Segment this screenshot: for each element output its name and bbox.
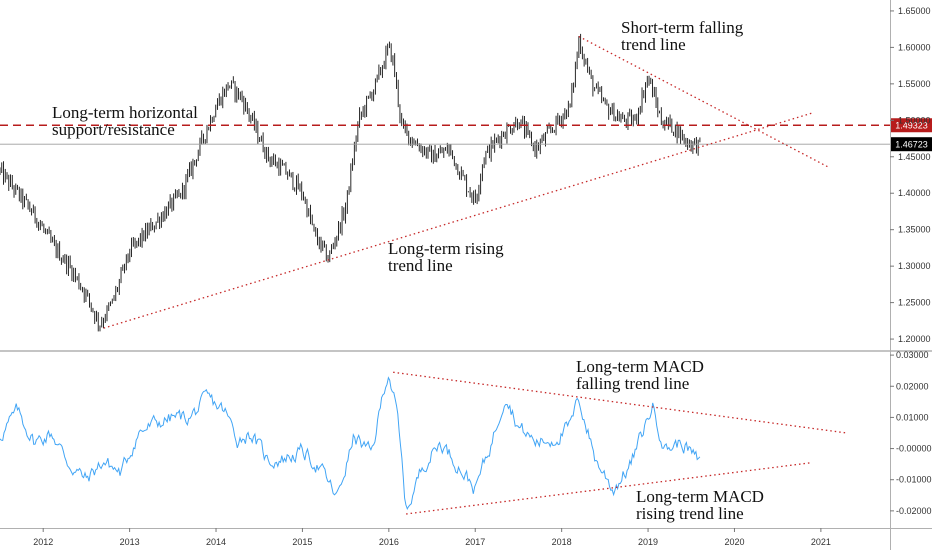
price-tick-label: 1.45000 (898, 152, 931, 162)
annotation-macd-rising: Long-term MACD rising trend line (636, 487, 764, 523)
annotation-short-falling-trend-line2: trend line (621, 35, 686, 54)
macd-tick-label: -0.02000 (896, 506, 932, 516)
macd-tick-label: 0.02000 (896, 381, 929, 391)
time-tick-label: 2012 (33, 537, 53, 547)
price-tick-label: 1.55000 (898, 79, 931, 89)
annotation-horizontal-support-line2: support/resistance (52, 120, 175, 139)
time-tick-label: 2020 (724, 537, 744, 547)
price-tick-label: 1.65000 (898, 6, 931, 16)
price-tick-label: 1.60000 (898, 42, 931, 52)
time-tick-label: 2015 (292, 537, 312, 547)
price-tick-label: 1.50000 (898, 115, 931, 125)
price-level-badge-label: 1.46723 (895, 140, 928, 150)
annotation-macd-falling-line1: Long-term MACD (576, 357, 704, 376)
price-tick-label: 1.25000 (898, 298, 931, 308)
annotation-macd-rising-line2: rising trend line (636, 504, 744, 523)
time-tick-label: 2016 (379, 537, 399, 547)
annotation-short-falling-trend-line1: Short-term falling (621, 18, 744, 37)
annotation-macd-falling: Long-term MACD falling trend line (576, 357, 704, 393)
annotation-horizontal-support-line1: Long-term horizontal (52, 103, 198, 122)
price-level-badge (891, 137, 932, 152)
price-level-badge-label: 1.49323 (895, 121, 928, 131)
time-tick-label: 2014 (206, 537, 226, 547)
annotation-macd-rising-line1: Long-term MACD (636, 487, 764, 506)
macd-tick-label: 0.01000 (896, 412, 929, 422)
price-trend-line (103, 112, 813, 329)
annotation-horizontal-support: Long-term horizontal support/resistance (52, 103, 198, 139)
time-tick-label: 2013 (120, 537, 140, 547)
price-tick-label: 1.20000 (898, 334, 931, 344)
macd-tick-label: -0.00000 (896, 444, 932, 454)
annotation-rising-trend-line1: Long-term rising (388, 239, 504, 258)
annotation-rising-trend: Long-term rising trend line (388, 239, 504, 275)
annotation-rising-trend-line2: trend line (388, 256, 453, 275)
price-tick-label: 1.40000 (898, 188, 931, 198)
macd-line (0, 376, 701, 510)
price-trend-line (578, 35, 830, 169)
price-tick-label: 1.30000 (898, 261, 931, 271)
time-tick-label: 2017 (465, 537, 485, 547)
macd-trend-line (406, 461, 813, 515)
time-tick-label: 2018 (552, 537, 572, 547)
price-tick-label: 1.35000 (898, 225, 931, 235)
time-tick-label: 2019 (638, 537, 658, 547)
annotation-short-falling-trend: Short-term falling trend line (621, 18, 744, 54)
macd-tick-label: 0.03000 (896, 350, 929, 360)
time-tick-label: 2021 (811, 537, 831, 547)
macd-tick-label: -0.01000 (896, 475, 932, 485)
annotation-macd-falling-line2: falling trend line (576, 374, 689, 393)
price-level-badge (891, 118, 932, 133)
